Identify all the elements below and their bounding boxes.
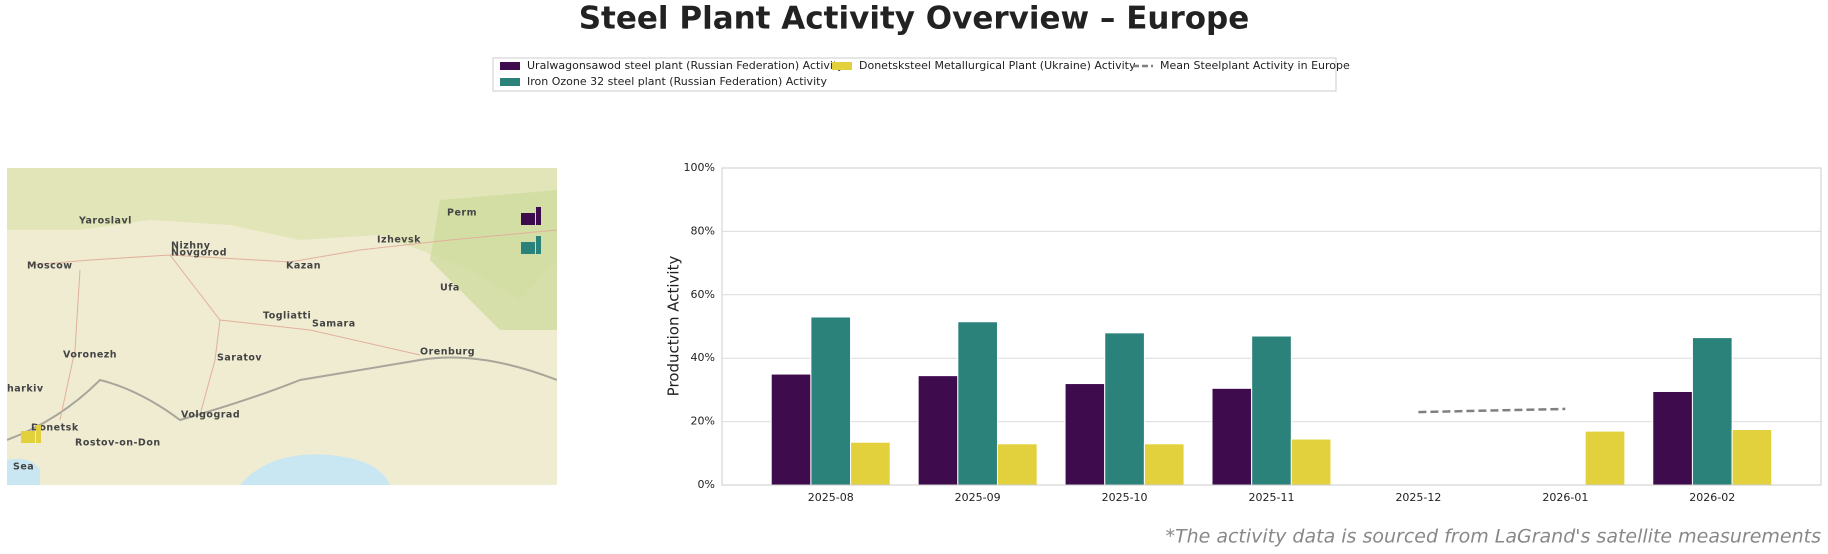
bar xyxy=(1731,429,1773,485)
bar xyxy=(1584,430,1626,485)
map-label: Yaroslavl xyxy=(78,216,132,227)
x-tick-label: 2025-12 xyxy=(1395,491,1441,504)
icon-part xyxy=(536,207,541,225)
x-tick-label: 2026-02 xyxy=(1689,491,1735,504)
legend-swatch xyxy=(500,62,520,70)
y-tick-label: 80% xyxy=(691,224,715,237)
bar xyxy=(810,316,852,485)
x-tick-label: 2026-01 xyxy=(1542,491,1588,504)
map-water xyxy=(7,458,40,485)
icon-part xyxy=(521,242,535,254)
icon-part xyxy=(36,425,41,443)
map-label: Saratov xyxy=(217,353,262,364)
plant-icon xyxy=(521,236,541,254)
legend-label: Uralwagonsawod steel plant (Russian Fede… xyxy=(527,59,844,72)
mean-line xyxy=(1418,407,1566,414)
bar xyxy=(957,321,998,485)
legend-label: Mean Steelplant Activity in Europe xyxy=(1160,59,1350,72)
icon-part xyxy=(521,213,535,225)
map-label: harkiv xyxy=(7,384,44,395)
y-tick-label: 100% xyxy=(684,161,715,174)
legend-label: Donetsksteel Metallurgical Plant (Ukrain… xyxy=(859,59,1136,72)
bar xyxy=(1104,332,1145,485)
x-tick-label: 2025-09 xyxy=(955,491,1001,504)
bar xyxy=(1211,387,1253,485)
plant-icon xyxy=(21,425,41,443)
map-label: Togliatti xyxy=(263,311,311,322)
map-label: Kazan xyxy=(286,261,321,272)
legend-label: Iron Ozone 32 steel plant (Russian Feder… xyxy=(527,75,827,88)
map-label: Volgograd xyxy=(181,410,240,421)
bar xyxy=(850,441,891,485)
bar xyxy=(917,375,959,485)
icon-part xyxy=(536,236,541,254)
icon-part xyxy=(21,431,35,443)
x-tick-label: 2025-11 xyxy=(1249,491,1295,504)
plot xyxy=(722,168,1821,485)
map-label: Samara xyxy=(312,319,356,330)
map-label: Orenburg xyxy=(420,347,475,358)
x-tick-label: 2025-08 xyxy=(808,491,854,504)
y-tick-label: 60% xyxy=(691,288,715,301)
map-label: Donetsk xyxy=(31,423,79,434)
plot-frame xyxy=(721,167,1822,486)
bar xyxy=(1064,383,1106,485)
y-axis-label: Production Activity xyxy=(665,256,683,397)
map-label: Perm xyxy=(447,208,477,219)
bar xyxy=(1143,443,1185,485)
legend-box xyxy=(492,57,1337,92)
map-label: Sea xyxy=(13,462,34,473)
map-roads xyxy=(29,229,557,421)
bar xyxy=(996,443,1038,485)
map-label: Nizhny xyxy=(171,241,211,252)
bar xyxy=(1251,335,1292,485)
legend-swatch xyxy=(832,62,852,70)
map-label: Rostov-on-Don xyxy=(75,438,161,449)
map-label: Moscow xyxy=(27,261,73,272)
map-vegetation xyxy=(7,168,557,300)
legend-swatch xyxy=(500,78,520,86)
bar xyxy=(1652,390,1693,485)
y-tick-label: 20% xyxy=(691,415,715,428)
map-label: Izhevsk xyxy=(377,235,421,246)
y-tick-label: 0% xyxy=(698,478,715,491)
map-border xyxy=(7,356,557,441)
bar xyxy=(1290,438,1332,485)
footnote: *The activity data is sourced from LaGra… xyxy=(1165,526,1821,548)
x-tick-label: 2025-10 xyxy=(1102,491,1148,504)
bar xyxy=(770,373,812,485)
plant-icon xyxy=(521,207,541,225)
chart-title: Steel Plant Activity Overview – Europe xyxy=(579,1,1250,37)
map-label: Voronezh xyxy=(63,350,117,361)
bar xyxy=(1691,337,1733,485)
y-tick-label: 40% xyxy=(691,351,715,364)
map-label: Novgorod xyxy=(171,248,227,259)
map-water xyxy=(240,454,390,485)
map-label: Ufa xyxy=(440,283,460,294)
